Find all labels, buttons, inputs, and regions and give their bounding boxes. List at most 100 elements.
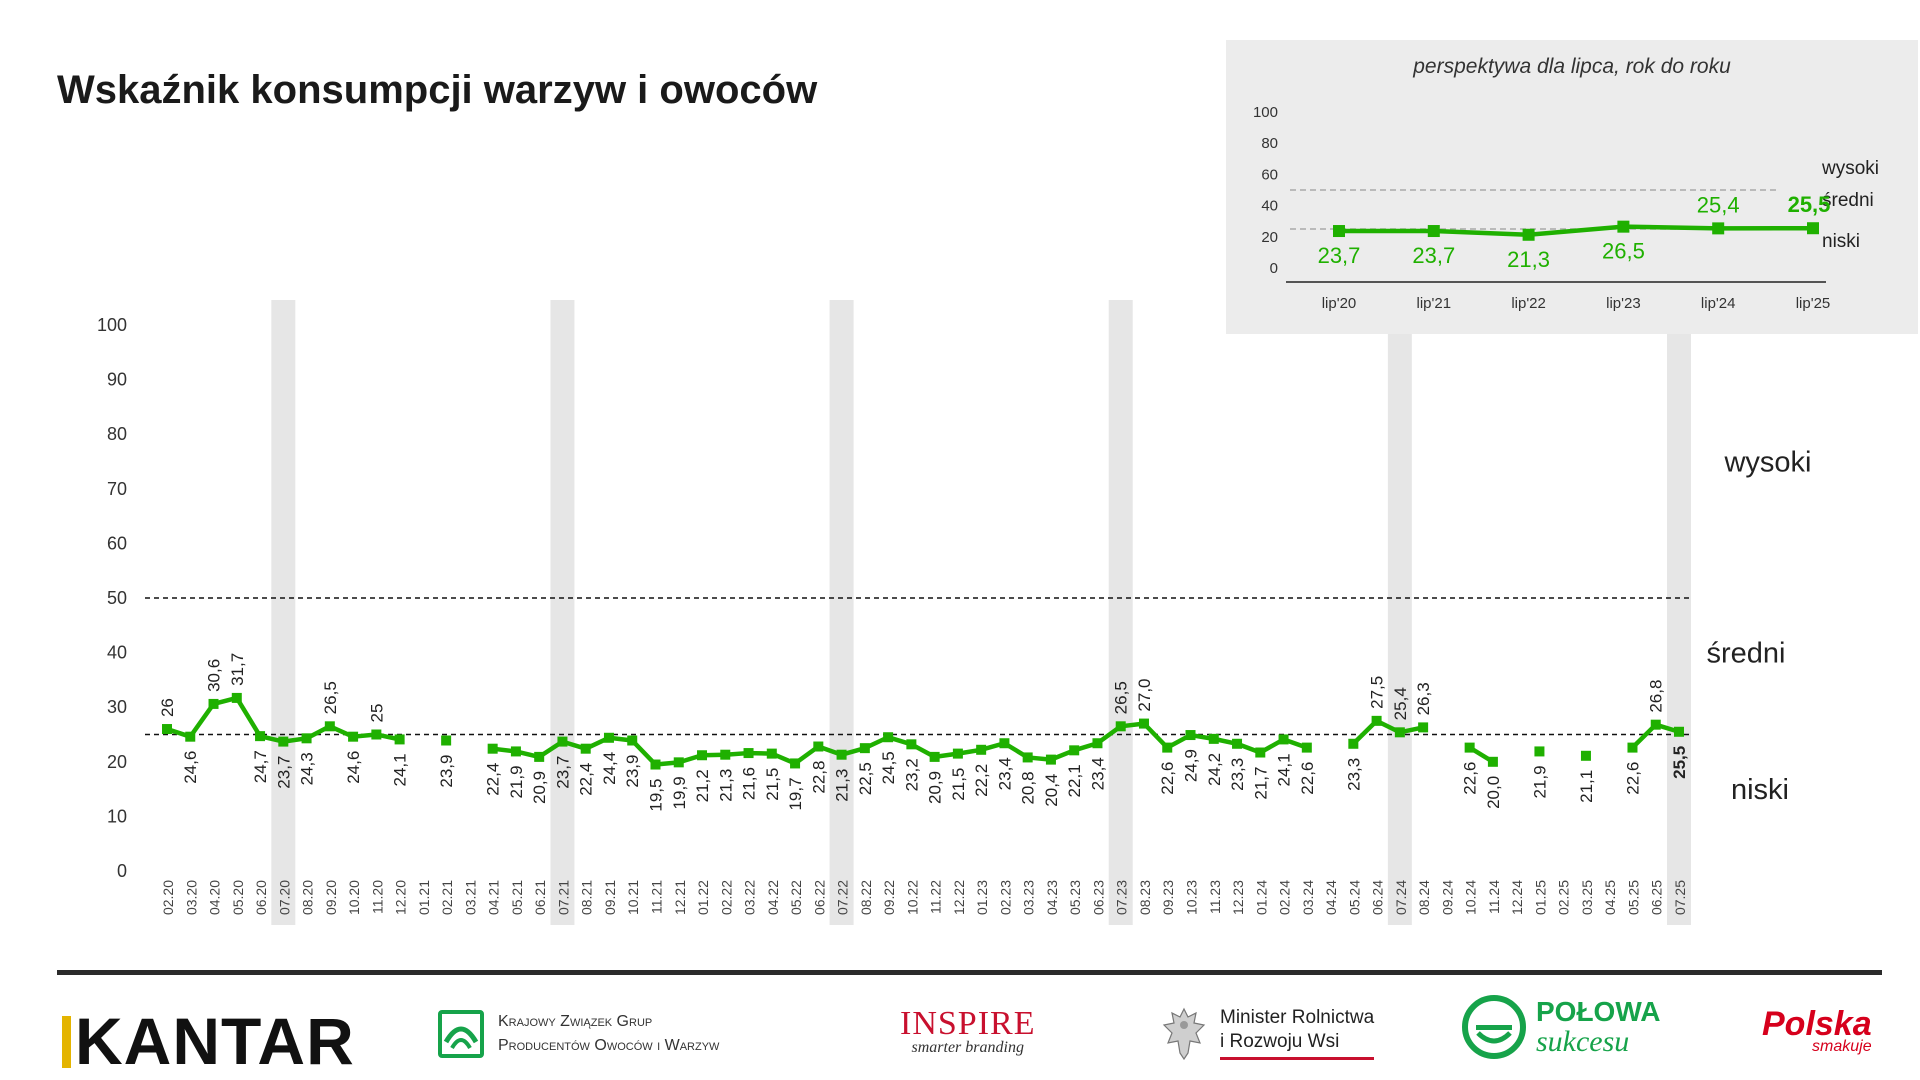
inspire-logo[interactable]: INSPIRE smarter branding xyxy=(900,1005,1035,1057)
y-tick-label: 80 xyxy=(107,424,127,444)
inset-y-tick-label: 80 xyxy=(1261,135,1278,152)
inset-x-tick-label: lip'20 xyxy=(1322,295,1357,312)
x-tick-label: 10.21 xyxy=(625,880,641,915)
x-tick-label: 07.24 xyxy=(1393,880,1409,915)
data-point xyxy=(162,724,172,735)
data-label: 22,6 xyxy=(1461,762,1480,795)
page-title: Wskaźnik konsumpcji warzyw i owoców xyxy=(57,68,818,112)
data-label: 24,1 xyxy=(1275,753,1294,786)
data-label: 26,5 xyxy=(1112,681,1131,714)
data-point xyxy=(441,735,452,746)
data-label: 21,3 xyxy=(716,769,735,802)
x-tick-label: 06.25 xyxy=(1649,880,1665,915)
kantar-logo[interactable]: KANTAR xyxy=(62,1003,355,1079)
data-point xyxy=(487,743,498,754)
data-point xyxy=(1580,750,1591,761)
data-label: 24,1 xyxy=(391,753,410,786)
x-tick-label: 12.24 xyxy=(1509,880,1525,915)
x-tick-label: 07.25 xyxy=(1672,880,1688,915)
x-tick-label: 11.23 xyxy=(1207,880,1223,914)
data-point xyxy=(1650,719,1661,730)
data-label: 24,2 xyxy=(1205,753,1224,786)
data-point xyxy=(371,729,382,740)
polowa-line1: POŁOWA xyxy=(1536,996,1661,1027)
kzgp-line2: Producentów Owoców i Warzyw xyxy=(498,1037,720,1054)
data-point xyxy=(1418,722,1429,733)
inspire-logo-text: INSPIRE xyxy=(900,1005,1036,1042)
polowa-sukcesu-logo[interactable]: POŁOWA sukcesu xyxy=(1462,995,1660,1059)
data-point xyxy=(1069,745,1080,756)
data-point xyxy=(697,750,708,761)
inset-y-tick-label: 20 xyxy=(1261,229,1278,246)
data-label: 24,9 xyxy=(1182,749,1201,782)
data-point xyxy=(301,733,312,744)
inset-data-point xyxy=(1617,220,1630,233)
data-label: 21,9 xyxy=(1530,765,1549,798)
inset-data-label: 25,4 xyxy=(1697,192,1740,217)
x-tick-label: 09.23 xyxy=(1160,880,1176,915)
data-point xyxy=(510,746,521,757)
x-tick-label: 01.22 xyxy=(695,880,711,915)
data-point xyxy=(1371,715,1382,726)
footer-divider xyxy=(57,970,1882,975)
inset-data-point xyxy=(1522,228,1535,241)
data-label: 20,9 xyxy=(926,771,945,804)
x-tick-label: 11.24 xyxy=(1486,880,1502,914)
data-point xyxy=(766,748,777,759)
y-tick-label: 20 xyxy=(107,752,127,772)
polska-smakuje-logo[interactable]: Polska smakuje xyxy=(1762,1005,1872,1056)
data-point xyxy=(836,749,847,760)
data-label: 19,5 xyxy=(646,779,665,812)
kantar-accent-bar xyxy=(62,1016,71,1068)
y-tick-label: 50 xyxy=(107,588,127,608)
data-label: 23,2 xyxy=(902,758,921,791)
july-highlight-band xyxy=(829,300,854,925)
inset-y-tick-label: 100 xyxy=(1253,104,1278,121)
data-point xyxy=(1627,742,1638,753)
ministry-logo[interactable]: Minister Rolnictwa i Rozwoju Wsi xyxy=(1158,1003,1375,1063)
data-point xyxy=(1162,742,1173,753)
data-point xyxy=(650,759,661,770)
data-point xyxy=(534,751,545,762)
data-label: 22,1 xyxy=(1065,764,1084,797)
inset-zone-label-high: wysoki xyxy=(1821,158,1879,179)
main-line-chart: 0 10 20 30 40 50 60 70 80 90 100 wysoki średni niski 2… xyxy=(97,300,1812,925)
inset-data-label: 23,7 xyxy=(1412,243,1455,268)
x-tick-label: 01.24 xyxy=(1253,880,1269,915)
data-point xyxy=(929,751,940,762)
data-point xyxy=(1487,756,1498,767)
data-label: 26,8 xyxy=(1647,680,1666,713)
inspire-tagline: smarter branding xyxy=(911,1039,1024,1056)
data-label: 25,5 xyxy=(1670,746,1689,779)
x-tick-label: 05.23 xyxy=(1067,880,1083,915)
x-tick-label: 10.20 xyxy=(346,880,362,915)
kzgp-logo[interactable]: Krajowy Związek Grup Producentów Owoców … xyxy=(438,1010,719,1058)
inset-data-point xyxy=(1333,225,1345,238)
inset-y-tick-label: 60 xyxy=(1261,166,1278,183)
x-tick-label: 05.25 xyxy=(1625,880,1641,915)
inset-y-tick-label: 40 xyxy=(1261,198,1278,215)
data-point xyxy=(976,744,987,755)
data-point xyxy=(859,743,870,754)
inset-x-tick-label: lip'23 xyxy=(1606,295,1641,312)
zone-label-low: niski xyxy=(1731,774,1789,806)
data-label: 21,3 xyxy=(833,769,852,802)
data-label: 23,9 xyxy=(437,755,456,788)
july-highlight-band xyxy=(1667,300,1691,925)
data-label: 24,6 xyxy=(344,751,363,784)
polowa-line2: sukcesu xyxy=(1536,1025,1630,1058)
data-label: 23,7 xyxy=(274,756,293,789)
x-tick-label: 02.22 xyxy=(718,880,734,915)
data-point xyxy=(1674,726,1684,737)
data-point xyxy=(1138,718,1149,729)
x-tick-label: 09.22 xyxy=(881,880,897,915)
data-label: 27,0 xyxy=(1135,678,1154,711)
polska-tagline: smakuje xyxy=(1812,1038,1872,1055)
inset-line-chart: 0 20 40 60 80 100 wysoki średni niski 23,7 23,7 21,… xyxy=(1253,104,1879,312)
data-label: 26,5 xyxy=(321,681,340,714)
x-tick-label: 04.24 xyxy=(1323,880,1339,915)
data-label: 19,7 xyxy=(786,777,805,810)
inset-data-point xyxy=(1807,222,1819,235)
data-point xyxy=(603,732,614,743)
x-tick-label: 06.24 xyxy=(1370,880,1386,915)
